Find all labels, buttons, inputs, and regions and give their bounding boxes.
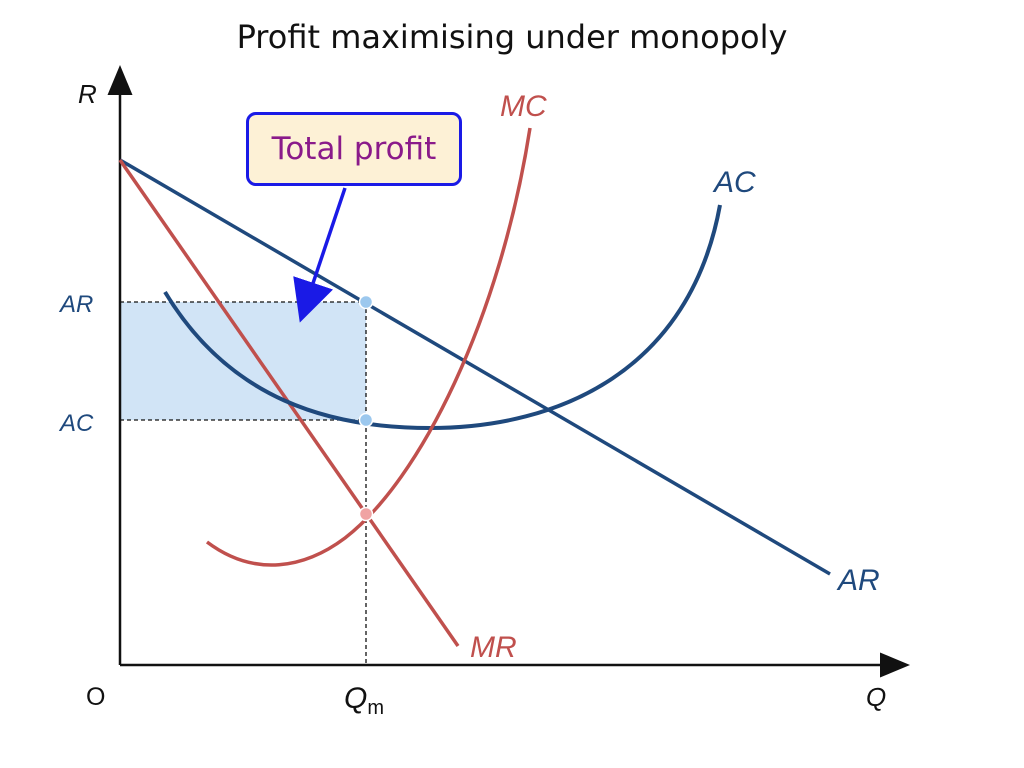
y-axis-label: R bbox=[78, 79, 97, 109]
ar-curve bbox=[119, 158, 831, 576]
diagram-title: Profit maximising under monopoly bbox=[236, 18, 788, 56]
mc-curve-label: MC bbox=[500, 90, 547, 123]
ac-point bbox=[358, 412, 374, 428]
ar-point bbox=[358, 294, 374, 310]
ar-tick-label: AR bbox=[58, 291, 93, 318]
qm-label-sub: m bbox=[367, 697, 384, 719]
origin-label: O bbox=[86, 683, 105, 711]
callout-arrow bbox=[293, 187, 347, 323]
x-axis-label: Q bbox=[866, 682, 886, 712]
mc-curve bbox=[205, 127, 532, 567]
ac-tick-label: AC bbox=[58, 410, 94, 437]
total-profit-area bbox=[120, 302, 366, 420]
total-profit-callout: Total profit bbox=[246, 112, 462, 186]
qm-label: Qm bbox=[344, 682, 384, 719]
ar-curve-label: AR bbox=[836, 564, 880, 597]
mr-curve-label: MR bbox=[470, 631, 517, 664]
mc-mr-intersection-point bbox=[358, 506, 374, 522]
ac-curve-label: AC bbox=[712, 166, 756, 199]
qm-label-main: Q bbox=[344, 682, 367, 715]
